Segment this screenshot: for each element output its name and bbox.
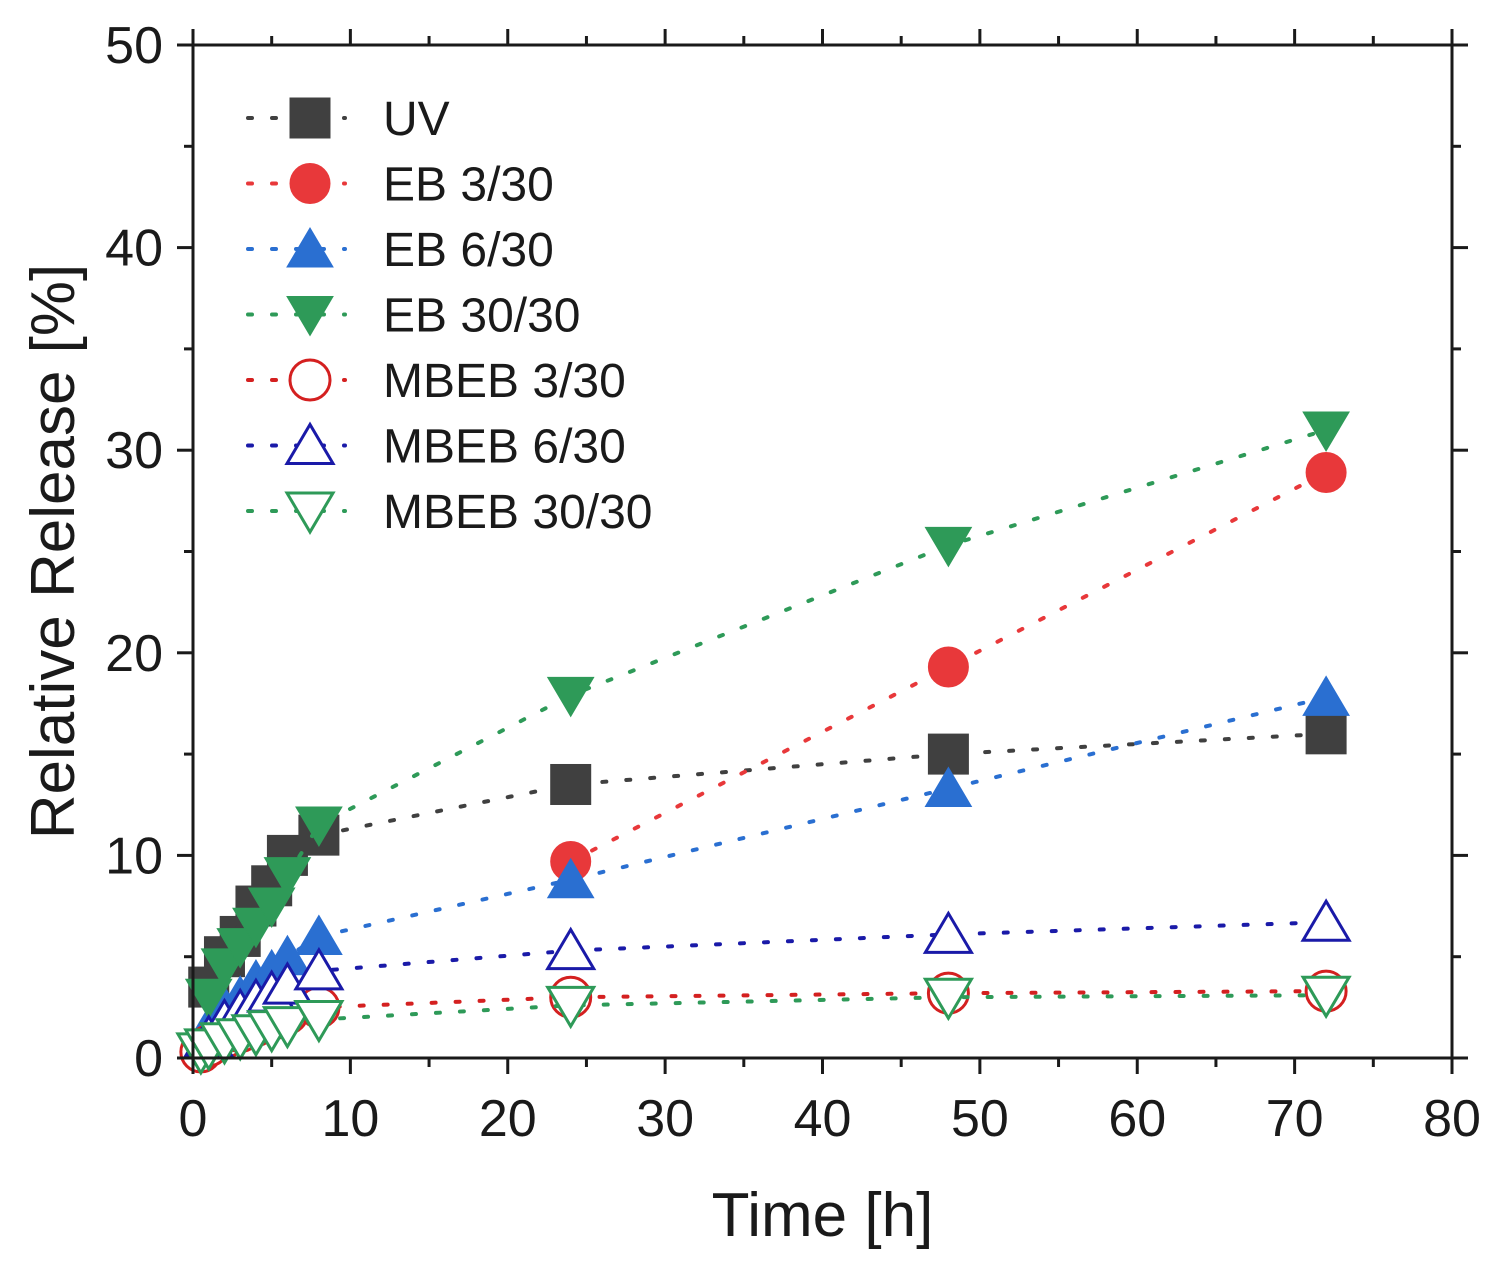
legend-marker: [289, 97, 331, 139]
data-point: [545, 985, 597, 1030]
legend-label: EB 30/30: [383, 290, 580, 343]
y-tick-label: 20: [105, 625, 163, 683]
x-tick-label: 40: [794, 1090, 852, 1148]
x-tick-label: 70: [1266, 1090, 1324, 1148]
data-point: [1302, 411, 1350, 452]
x-axis-label: Time [h]: [712, 1181, 934, 1250]
series-line-eb-30-30: [206, 427, 1329, 1000]
series-line-uv: [206, 731, 1329, 990]
legend: UV EB 3/30 EB 6/30 EB 30/30 MBEB 3/30 MBEB 6/…: [246, 93, 652, 539]
x-tick-label: 60: [1108, 1090, 1166, 1148]
data-point: [550, 763, 592, 805]
legend-label: MBEB 30/30: [383, 486, 652, 539]
data-point: [922, 977, 975, 1022]
x-tick-label: 30: [636, 1090, 694, 1148]
legend-item-eb-3-30: EB 3/30: [246, 159, 554, 212]
data-point: [295, 806, 343, 847]
data-point: [924, 766, 973, 808]
legend-item-mbeb-3-30: MBEB 3/30: [246, 355, 626, 408]
data-point: [293, 946, 345, 991]
series-mbeb-30-30: [175, 975, 1352, 1076]
legend-marker: [286, 227, 334, 268]
data-point: [546, 857, 595, 899]
data-point: [922, 910, 975, 954]
y-tick-label: 0: [134, 1030, 163, 1088]
data-point: [924, 526, 973, 568]
legend-marker: [284, 421, 336, 465]
x-tick-label: 80: [1423, 1090, 1481, 1148]
data-point: [545, 926, 597, 971]
legend-label: EB 6/30: [383, 224, 554, 277]
data-point: [1305, 713, 1347, 755]
ticks-layer: 0 10 20 30 40 50 60 70 80 0 10 20 30 40 50: [105, 17, 1481, 1148]
legend-item-eb-6-30: EB 6/30: [246, 224, 554, 277]
plot-frame: [191, 43, 1454, 1060]
data-point: [261, 1006, 314, 1050]
legend-marker: [288, 358, 332, 402]
legend-label: EB 3/30: [383, 159, 554, 212]
series-line-mbeb-3-30: [198, 989, 1329, 1054]
legend-label: UV: [383, 93, 450, 146]
data-point: [1300, 898, 1352, 942]
legend-marker: [289, 163, 331, 204]
x-tick-label: 0: [179, 1090, 208, 1148]
series-uv: [188, 713, 1347, 1008]
legend-item-mbeb-6-30: MBEB 6/30: [246, 421, 626, 474]
data-point: [184, 978, 233, 1020]
y-tick-label: 30: [105, 422, 163, 480]
legend-item-uv: UV: [246, 93, 450, 146]
data-point: [546, 676, 595, 718]
y-axis-label: Relative Release [%]: [19, 264, 88, 840]
data-point: [293, 1000, 345, 1044]
x-tick-label: 10: [321, 1090, 379, 1148]
data-point: [927, 646, 969, 688]
series-line-eb-6-30: [206, 695, 1329, 1030]
series-line-mbeb-6-30: [206, 920, 1329, 1040]
y-tick-label: 10: [105, 827, 163, 885]
series-line-mbeb-30-30: [198, 993, 1329, 1054]
legend-marker: [284, 491, 336, 535]
data-point: [247, 887, 296, 929]
legend-item-mbeb-30-30: MBEB 30/30: [246, 486, 652, 539]
legend-item-eb-30-30: EB 30/30: [246, 290, 580, 343]
data-point: [1302, 675, 1350, 716]
y-tick-label: 40: [105, 220, 163, 278]
series-eb-30-30: [184, 411, 1350, 1020]
data-point: [263, 857, 312, 898]
x-tick-label: 50: [951, 1090, 1009, 1148]
legend-marker: [286, 296, 334, 337]
x-tick-label: 20: [479, 1090, 537, 1148]
data-point: [1300, 975, 1352, 1020]
series-layer: [175, 411, 1352, 1076]
series-eb-3-30: [550, 451, 1347, 882]
y-tick-label: 50: [105, 17, 163, 75]
legend-label: MBEB 3/30: [383, 355, 626, 408]
legend-label: MBEB 6/30: [383, 421, 626, 474]
series-mbeb-6-30: [183, 898, 1352, 1058]
data-point: [1305, 451, 1347, 493]
